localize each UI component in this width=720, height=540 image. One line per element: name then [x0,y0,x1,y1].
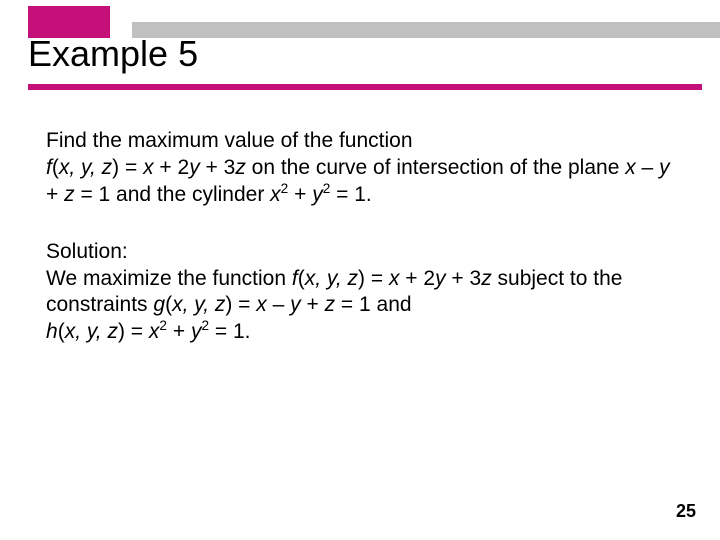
text: + [288,183,312,206]
text: + [167,320,191,343]
text: = 1 and [335,293,411,316]
text: ) = [225,293,256,316]
problem-statement: Find the maximum value of the function f… [46,128,680,209]
text: + 3 [446,267,482,290]
text: Find the maximum value of the function [46,129,413,152]
x: x [389,267,400,290]
text: + [46,183,64,206]
text: ) = [118,320,149,343]
g-var: g [153,293,165,316]
args: x, y, z [65,320,118,343]
text: – [636,156,659,179]
z: z [325,293,336,316]
text: on the curve of intersection of the plan… [246,156,625,179]
y: y [312,183,323,206]
text: = 1 and the cylinder [75,183,271,206]
text: + 2 [154,156,190,179]
solution-label: Solution: [46,240,128,263]
text: + [301,293,325,316]
text: + 2 [399,267,435,290]
text: ) = [112,156,143,179]
y: y [659,156,670,179]
args: x, y, z [305,267,358,290]
text: ( [52,156,59,179]
sup2: 2 [159,318,167,333]
z: z [64,183,75,206]
h-var: h [46,320,58,343]
y: y [191,320,202,343]
text: ( [298,267,305,290]
text: ( [58,320,65,343]
x: x [270,183,281,206]
title-underline [28,84,702,90]
slide-body: Find the maximum value of the function f… [46,128,680,376]
args: x, y, z [59,156,112,179]
text: ) = [358,267,389,290]
x: x [625,156,636,179]
page-number: 25 [676,501,696,522]
y: y [290,293,301,316]
x: x [256,293,267,316]
gray-strip [132,22,720,38]
text: = 1. [330,183,371,206]
x: x [149,320,160,343]
y: y [189,156,200,179]
x: x [143,156,154,179]
args: x, y, z [172,293,225,316]
text: + 3 [200,156,236,179]
text: – [267,293,290,316]
page-title: Example 5 [28,36,198,72]
y: y [435,267,446,290]
sup2: 2 [201,318,209,333]
z: z [481,267,492,290]
text: = 1. [209,320,250,343]
z: z [235,156,246,179]
solution-text: Solution: We maximize the function f(x, … [46,239,680,347]
text: We maximize the function [46,267,292,290]
